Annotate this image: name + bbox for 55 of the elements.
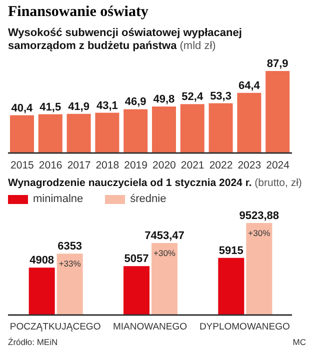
data-label: 52,4: [182, 91, 204, 104]
x-tick-label: 2023: [238, 159, 262, 172]
bar: [124, 109, 148, 153]
data-label: 53,3: [210, 90, 232, 102]
x-tick-label: DYPLOMOWANEGO: [199, 322, 290, 333]
bar: [28, 268, 55, 315]
x-tick-label: 2017: [67, 159, 91, 172]
bar: [123, 266, 150, 315]
bar: [180, 104, 204, 153]
data-label: 64,4: [238, 80, 261, 92]
data-label: 87,9: [266, 58, 288, 70]
bar: [237, 92, 262, 153]
bar: [95, 112, 120, 153]
data-label: 4908: [30, 254, 54, 267]
legend-label: średnie: [130, 193, 166, 205]
bar: [10, 115, 34, 153]
data-label: 7453,47: [144, 230, 184, 242]
bar: [56, 254, 83, 315]
data-label: 5057: [124, 253, 149, 266]
bar: [151, 243, 178, 315]
chart-subtitle: Wysokość subwencji oświatowej wypłacanej samorządom z budżetu państwa (mld zł): [7, 26, 243, 53]
chart-title: Finansowanie oświaty: [7, 3, 150, 21]
x-tick-label: 2024: [266, 159, 290, 172]
text: Źródło: MEiN: [8, 337, 58, 347]
x-tick-label: 2021: [180, 159, 204, 172]
x-tick-label: MIANOWANEGO: [112, 322, 188, 333]
chart-title: Wynagrodzenie nauczyciela od 1 stycznia 2024 r. (brutto, zł): [7, 176, 303, 190]
annotation: +33%: [58, 258, 82, 269]
x-tick-label: 2016: [38, 159, 62, 172]
legend-label: minimalne: [33, 193, 84, 205]
annotation: +30%: [154, 248, 176, 258]
bar: [218, 258, 244, 315]
annotation: +30%: [248, 228, 271, 238]
bar: [266, 71, 290, 153]
data-label: 9523,88: [239, 210, 280, 222]
x-tick-label: 2019: [124, 159, 148, 172]
bar: [246, 223, 272, 315]
data-label: 43,1: [96, 100, 118, 112]
data-label: 40,4: [11, 102, 34, 114]
data-label: 5915: [218, 244, 244, 257]
text: MC: [292, 337, 306, 347]
data-label: 41,5: [40, 101, 62, 114]
bar: [66, 114, 91, 153]
bar: [208, 103, 233, 153]
x-tick-label: 2018: [96, 159, 120, 172]
bar: [38, 114, 62, 153]
data-label: 46,9: [124, 96, 146, 108]
x-tick-label: 2020: [152, 159, 176, 172]
bar: [152, 106, 176, 153]
x-tick-label: 2022: [209, 159, 233, 172]
data-label: 49,8: [153, 94, 175, 106]
x-tick-label: 2015: [10, 159, 34, 172]
data-label: 41,9: [68, 100, 90, 113]
data-label: 6353: [58, 240, 82, 253]
x-tick-label: POCZĄTKUJĄCEGO: [10, 322, 101, 333]
